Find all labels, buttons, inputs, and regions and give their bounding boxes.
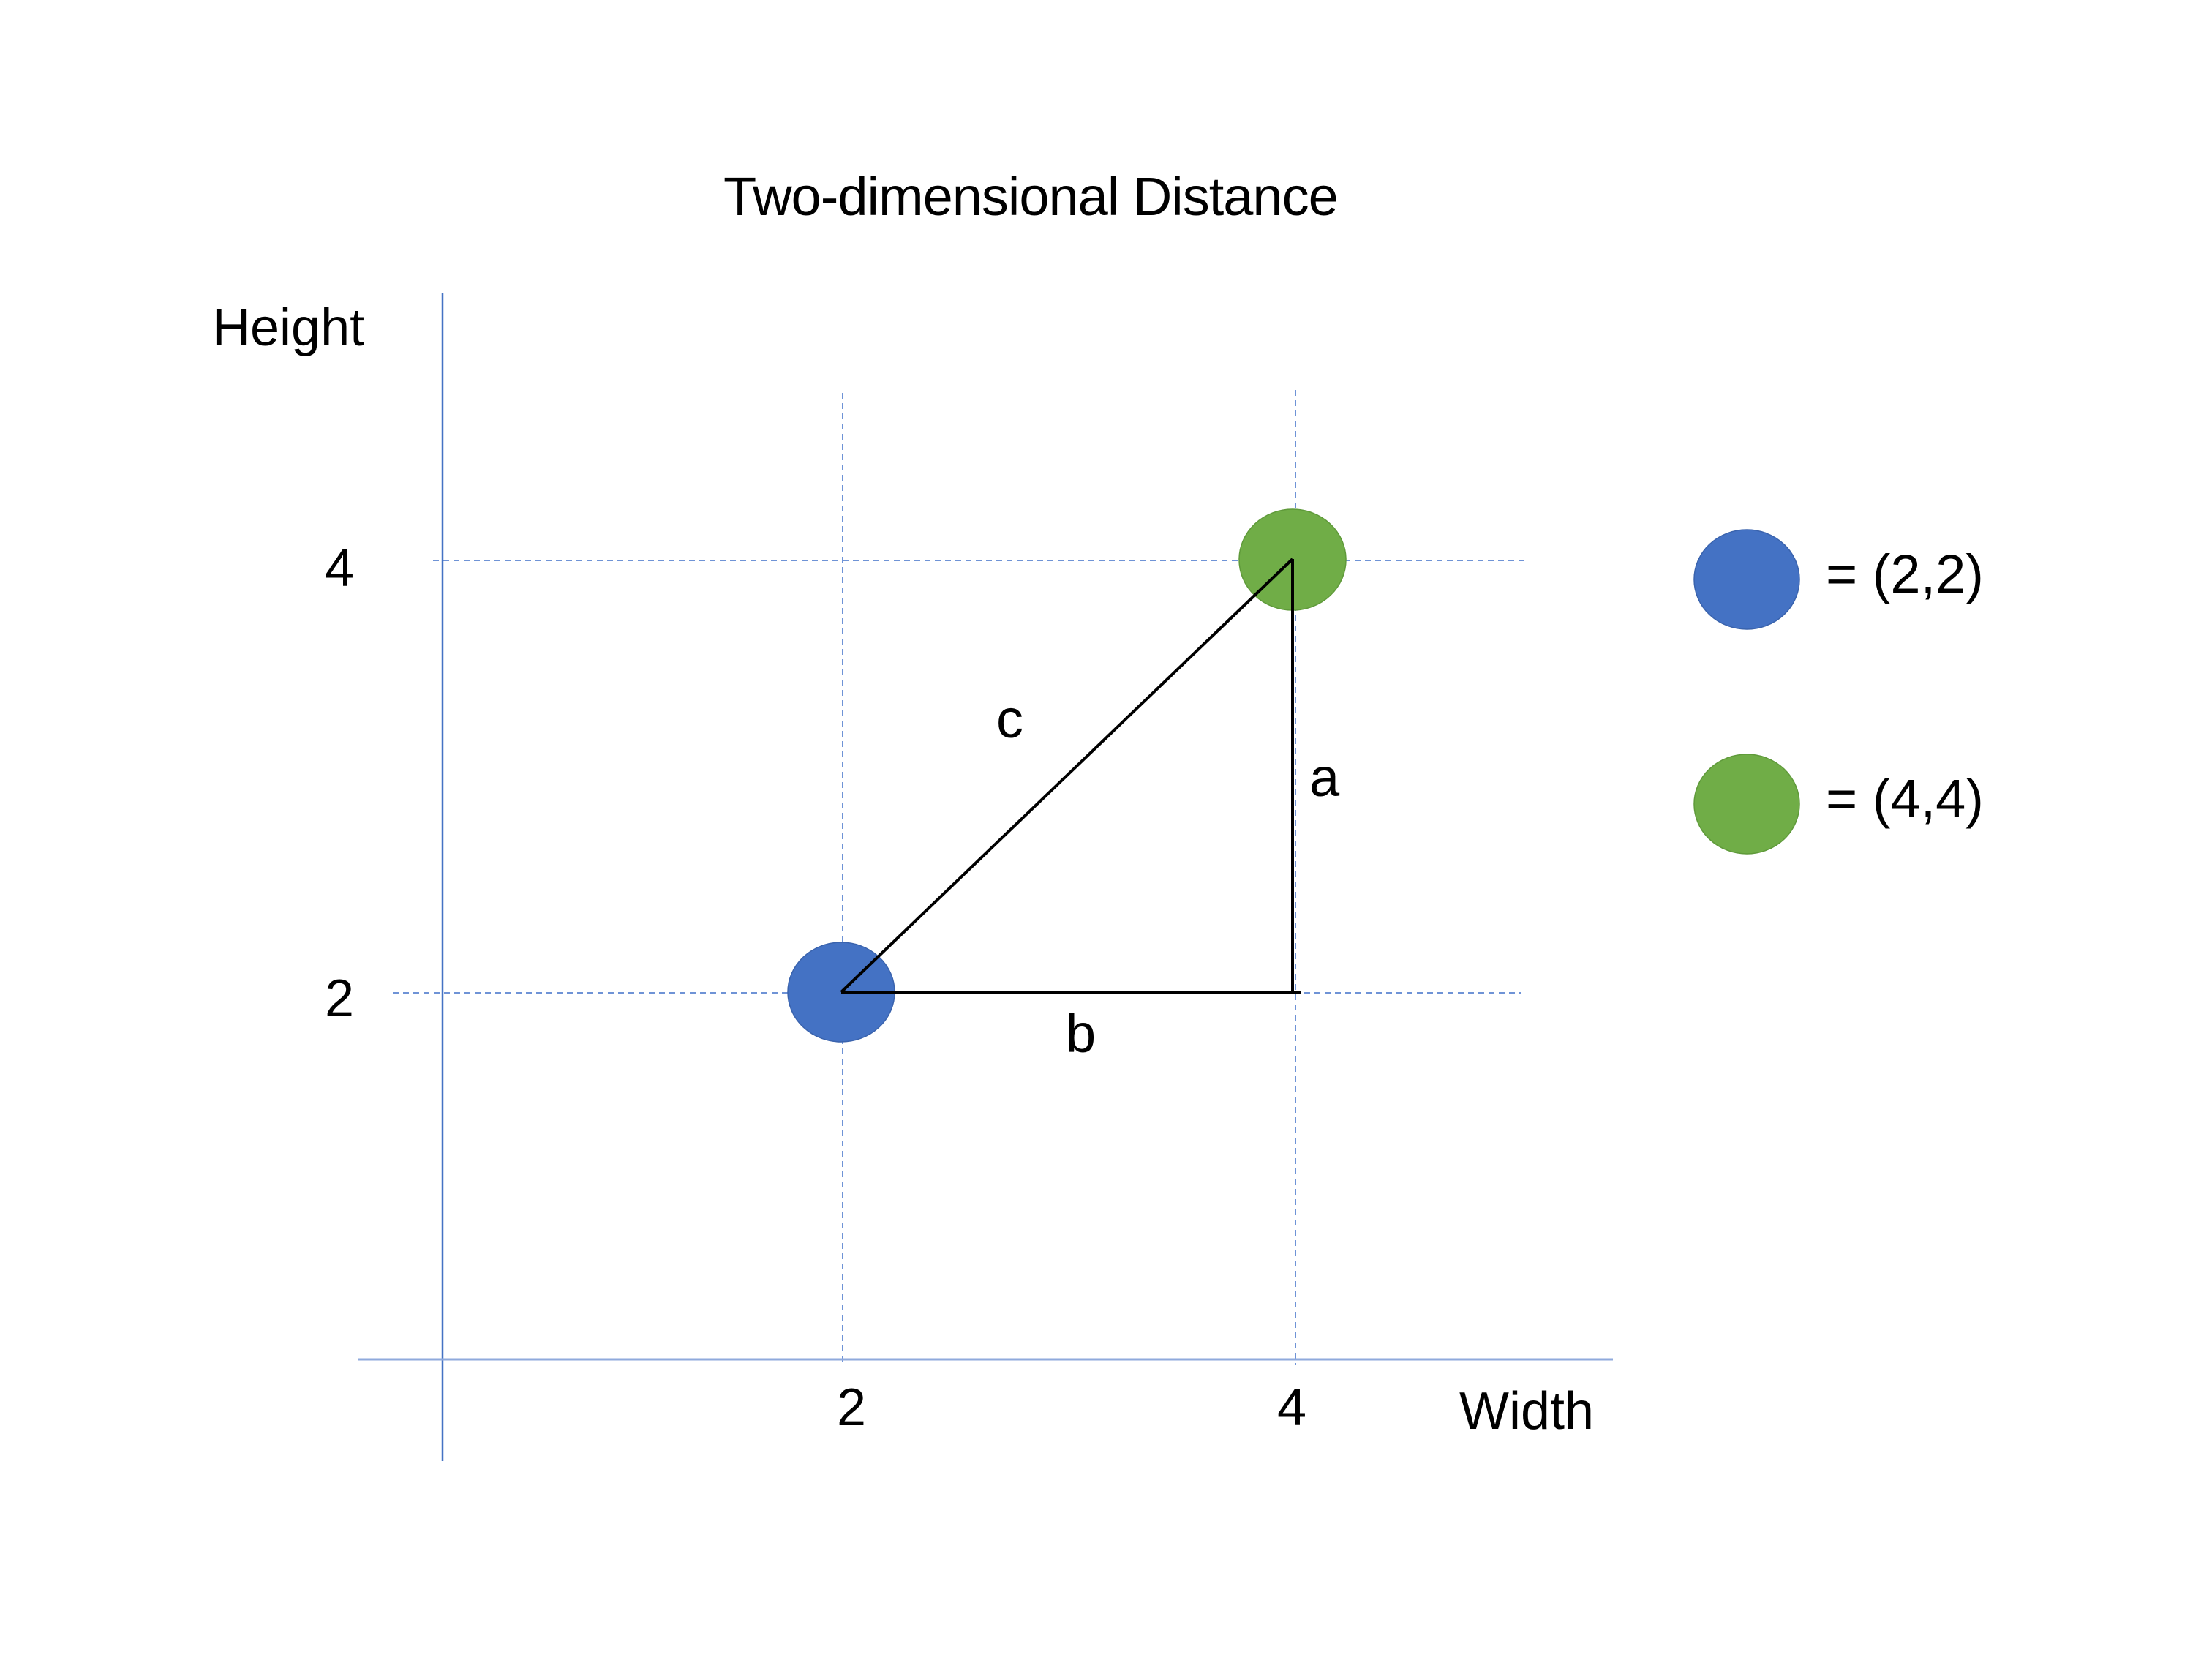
legend-label-green: = (4,4) [1826,768,1984,829]
side-label-b: b [1066,1003,1096,1064]
right-triangle [840,558,1301,994]
x-tick-label-4: 4 [1277,1378,1307,1437]
x-tick-label-2: 2 [837,1378,867,1437]
y-tick-label-2: 2 [325,969,355,1028]
gridlines [393,390,1524,1365]
side-label-a: a [1309,747,1340,808]
y-axis-label: Height [212,299,365,357]
legend-label-blue: = (2,2) [1826,544,1984,604]
legend-blue-marker [1693,529,1800,630]
hypotenuse-c [840,558,1294,994]
diagram-title: Two-dimensional Distance [723,166,1339,227]
x-axis-label: Width [1459,1382,1595,1441]
side-label-c: c [996,688,1023,749]
legend-green-marker [1693,754,1800,855]
y-tick-label-4: 4 [325,539,355,598]
